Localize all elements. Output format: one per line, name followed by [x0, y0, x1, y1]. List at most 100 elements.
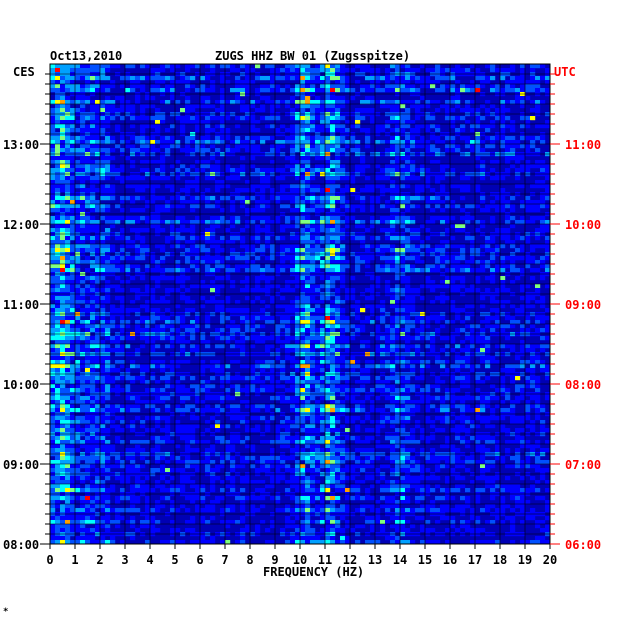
spectrogram-cell: [165, 144, 171, 149]
spectrogram-cell: [495, 300, 501, 305]
spectrogram-cell: [430, 340, 436, 345]
spectrogram-cell: [410, 244, 416, 249]
spectrogram-cell: [300, 304, 306, 309]
spectrogram-cell: [190, 328, 196, 333]
spectrogram-cell: [250, 148, 256, 153]
spectrogram-cell: [430, 136, 436, 141]
spectrogram-cell: [280, 188, 286, 193]
spectrogram-cell: [535, 316, 541, 321]
spectrogram-cell: [425, 248, 431, 253]
spectrogram-cell: [525, 116, 531, 121]
spectrogram-cell: [250, 164, 256, 169]
spectrogram-cell: [380, 304, 386, 309]
spectrogram-cell: [455, 104, 461, 109]
spectrogram-cell: [55, 68, 61, 73]
spectrogram-cell: [60, 160, 66, 165]
spectrogram-cell: [495, 116, 501, 121]
spectrogram-cell: [250, 68, 256, 73]
spectrogram-cell: [135, 96, 141, 101]
spectrogram-cell: [260, 276, 266, 281]
spectrogram-cell: [345, 68, 351, 73]
spectrogram-cell: [55, 80, 61, 85]
spectrogram-cell: [205, 380, 211, 385]
spectrogram-cell: [125, 308, 131, 313]
spectrogram-cell: [55, 324, 61, 329]
spectrogram-cell: [340, 64, 346, 69]
spectrogram-cell: [60, 288, 66, 293]
spectrogram-cell: [210, 224, 216, 229]
spectrogram-cell: [80, 296, 86, 301]
spectrogram-cell: [350, 96, 356, 101]
spectrogram-cell: [520, 308, 526, 313]
spectrogram-cell: [90, 216, 96, 221]
spectrogram-cell: [380, 140, 386, 145]
spectrogram-cell: [90, 164, 96, 169]
spectrogram-cell: [445, 220, 451, 225]
spectrogram-cell: [365, 360, 371, 365]
spectrogram-cell: [190, 220, 196, 225]
spectrogram-cell: [335, 308, 341, 313]
spectrogram-cell: [145, 324, 151, 329]
spectrogram-cell: [140, 236, 146, 241]
spectrogram-cell: [150, 296, 156, 301]
spectrogram-cell: [490, 220, 496, 225]
spectrogram-cell: [130, 116, 136, 121]
spectrogram-cell: [410, 104, 416, 109]
spectrogram-cell: [520, 248, 526, 253]
spectrogram-cell: [145, 116, 151, 121]
spectrogram-cell: [265, 84, 271, 89]
spectrogram-cell: [520, 360, 526, 365]
spectrogram-cell: [60, 120, 66, 125]
spectrogram-cell: [140, 336, 146, 341]
spectrogram-cell: [250, 300, 256, 305]
spectrogram-cell: [440, 164, 446, 169]
spectrogram-cell: [185, 168, 191, 173]
spectrogram-cell: [380, 228, 386, 233]
spectrogram-cell: [70, 276, 76, 281]
spectrogram-cell: [420, 336, 426, 341]
spectrogram-cell: [75, 276, 81, 281]
spectrogram-cell: [395, 300, 401, 305]
spectrogram-cell: [195, 204, 201, 209]
spectrogram-cell: [385, 344, 391, 349]
spectrogram-cell: [75, 164, 81, 169]
spectrogram-cell: [280, 228, 286, 233]
spectrogram-cell: [375, 380, 381, 385]
spectrogram-cell: [60, 228, 66, 233]
spectrogram-cell: [290, 344, 296, 349]
spectrogram-cell: [140, 376, 146, 381]
spectrogram-cell: [175, 100, 181, 105]
spectrogram-cell: [90, 168, 96, 173]
spectrogram-cell: [165, 128, 171, 133]
spectrogram-cell: [105, 360, 111, 365]
spectrogram-cell: [210, 204, 216, 209]
spectrogram-cell: [60, 340, 66, 345]
spectrogram-cell: [440, 256, 446, 261]
spectrogram-cell: [90, 368, 96, 373]
spectrogram-cell: [155, 160, 161, 165]
spectrogram-cell: [315, 220, 321, 225]
spectrogram-cell: [75, 348, 81, 353]
spectrogram-cell: [240, 196, 246, 201]
spectrogram-cell: [115, 360, 121, 365]
spectrogram-cell: [260, 380, 266, 385]
spectrogram-cell: [165, 76, 171, 81]
spectrogram-cell: [535, 244, 541, 249]
spectrogram-cell: [300, 236, 306, 241]
spectrogram-cell: [335, 300, 341, 305]
spectrogram-cell: [280, 324, 286, 329]
spectrogram-cell: [75, 64, 81, 69]
spectrogram-cell: [485, 248, 491, 253]
spectrogram-cell: [205, 140, 211, 145]
spectrogram-cell: [415, 184, 421, 189]
spectrogram-cell: [255, 64, 261, 69]
spectrogram-cell: [255, 240, 261, 245]
spectrogram-cell: [75, 148, 81, 153]
spectrogram-cell: [305, 268, 311, 273]
spectrogram-cell: [360, 324, 366, 329]
spectrogram-cell: [50, 280, 56, 285]
spectrogram-cell: [250, 220, 256, 225]
spectrogram-cell: [450, 244, 456, 249]
spectrogram-cell: [410, 88, 416, 93]
spectrogram-cell: [320, 200, 326, 205]
